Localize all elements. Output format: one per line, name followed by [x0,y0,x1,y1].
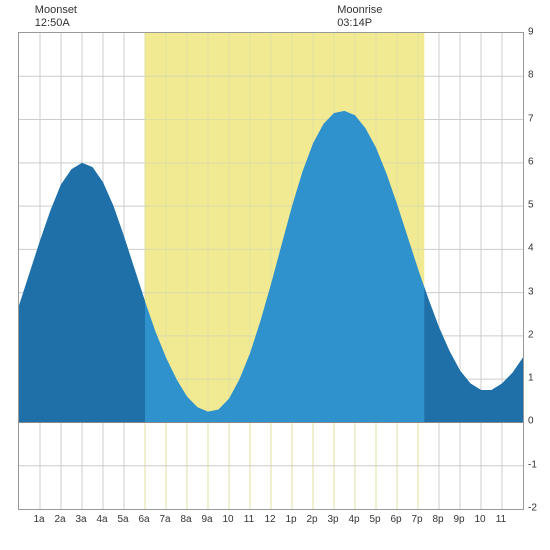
x-tick-label: 3p [327,514,338,525]
x-tick-label: 8p [432,514,443,525]
x-tick-label: 2p [306,514,317,525]
y-tick-label: -1 [528,459,537,470]
y-tick-label: 1 [528,373,534,384]
y-tick-label: 7 [528,113,534,124]
x-tick-label: 12 [264,514,275,525]
x-tick-label: 6a [138,514,149,525]
x-tick-label: 7a [159,514,170,525]
y-tick-label: 9 [528,27,534,38]
moonset-title: Moonset [35,4,77,17]
x-tick-label: 10 [222,514,233,525]
y-tick-label: 0 [528,416,534,427]
x-tick-label: 4a [96,514,107,525]
x-tick-label: 4p [348,514,359,525]
x-tick-label: 8a [180,514,191,525]
y-tick-label: 6 [528,156,534,167]
chart-svg [19,33,523,509]
x-tick-label: 1a [33,514,44,525]
y-tick-label: 3 [528,286,534,297]
y-tick-label: 8 [528,70,534,81]
x-tick-label: 11 [244,514,254,525]
plot-area [18,32,524,510]
y-tick-label: 5 [528,200,534,211]
moonrise-time: 03:14P [337,17,382,30]
x-tick-label: 9a [201,514,212,525]
tide-chart: Moonset 12:50A Moonrise 03:14P 1a 2a 3a 4a 5… [0,0,550,550]
x-tick-label: 3a [75,514,86,525]
x-tick-label: 5p [369,514,380,525]
x-tick-label: 7p [411,514,422,525]
x-tick-label: 10 [474,514,485,525]
x-tick-label: 9p [453,514,464,525]
moonrise-label: Moonrise 03:14P [337,4,382,30]
x-tick-label: 5a [117,514,128,525]
y-tick-label: -2 [528,503,537,514]
x-tick-label: 6p [390,514,401,525]
moonrise-title: Moonrise [337,4,382,17]
moonset-time: 12:50A [35,17,77,30]
moonset-label: Moonset 12:50A [35,4,77,30]
x-tick-label: 1p [285,514,296,525]
y-tick-label: 2 [528,329,534,340]
y-tick-label: 4 [528,243,534,254]
x-tick-label: 2a [54,514,65,525]
x-tick-label: 11 [496,514,506,525]
